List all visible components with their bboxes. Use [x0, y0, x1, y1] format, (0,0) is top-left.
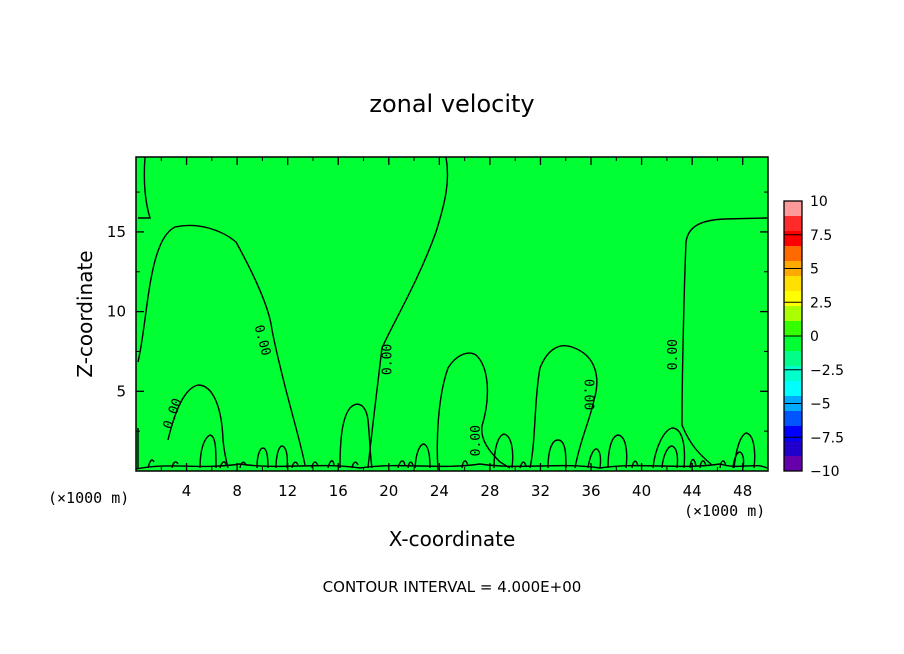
colorbar-label: −7.5 — [810, 430, 844, 446]
x-unit-label-right: (×1000 m) — [684, 502, 765, 520]
colorbar-label: 2.5 — [810, 295, 832, 311]
contour-label: 0.00 — [469, 425, 484, 456]
x-tick-label: 48 — [733, 482, 752, 500]
colorbar-label: 7.5 — [810, 228, 832, 244]
contour-line — [732, 451, 745, 469]
plot-area — [135, 156, 769, 472]
x-tick-label: 24 — [430, 482, 449, 500]
x-tick-label: 28 — [480, 482, 499, 500]
x-tick-label: 16 — [329, 482, 348, 500]
y-tick-label: 15 — [107, 223, 126, 241]
colorbar-swatch — [784, 231, 802, 247]
contour-line — [733, 432, 756, 469]
contour-line — [547, 439, 567, 469]
colorbar-swatch — [784, 216, 802, 232]
contour-line — [275, 445, 289, 469]
colorbar-label: 0 — [810, 329, 819, 345]
x-tick-label: 32 — [531, 482, 550, 500]
contour-line — [529, 345, 598, 469]
x-axis-title: X-coordinate — [389, 527, 516, 551]
contour-line — [607, 434, 628, 469]
contour-line — [256, 447, 269, 469]
colorbar-label: 10 — [810, 194, 828, 210]
y-tick-label: 10 — [107, 303, 126, 321]
colorbar-swatch — [784, 336, 802, 352]
y-tick-label: 5 — [116, 382, 126, 400]
colorbar-swatch — [784, 411, 802, 427]
contour-line — [681, 217, 768, 466]
contour-line — [167, 384, 229, 469]
colorbar-label: 5 — [810, 262, 819, 278]
contour-labels: 0.000.000.000.000.000.00 — [161, 323, 681, 456]
contour-line — [147, 458, 727, 469]
colorbar-swatch — [784, 306, 802, 322]
x-tick-label: 4 — [182, 482, 192, 500]
colorbar-swatch — [784, 456, 802, 472]
x-tick-label: 40 — [632, 482, 651, 500]
colorbar-label: −5 — [810, 397, 831, 413]
contour-label: 0.00 — [381, 344, 396, 375]
contour-line — [661, 445, 679, 469]
contour-line — [137, 224, 306, 466]
colorbar-label: −2.5 — [810, 363, 844, 379]
colorbar-swatch — [784, 246, 802, 262]
colorbar-swatch — [784, 441, 802, 457]
x-tick-label: 8 — [232, 482, 242, 500]
contour-line — [367, 156, 449, 469]
y-axis-title: Z-coordinate — [73, 250, 97, 377]
contour-label: 0.00 — [581, 379, 596, 410]
colorbar-swatch — [784, 291, 802, 307]
colorbar-swatch — [784, 276, 802, 292]
contour-label: 0.00 — [666, 339, 681, 370]
x-unit-label-left: (×1000 m) — [48, 489, 129, 507]
colorbar-swatch — [784, 381, 802, 397]
zero-contours — [135, 156, 768, 471]
contour-line — [138, 156, 151, 219]
contour-line — [339, 403, 373, 469]
colorbar: 10 7.5 5 2.5 0 −2.5 −5 −7.5 −10 — [783, 194, 844, 480]
contour-line — [587, 448, 602, 469]
contour-line — [135, 463, 768, 470]
contour-line — [436, 352, 511, 471]
x-tick-label: 20 — [379, 482, 398, 500]
contour-line — [652, 427, 686, 469]
contour-line — [414, 443, 431, 469]
colorbar-swatch — [784, 321, 802, 337]
y-axis: 5 10 15 — [107, 191, 768, 432]
contour-line — [493, 433, 514, 469]
x-tick-label: 36 — [581, 482, 600, 500]
contour-interval-footer: CONTOUR INTERVAL = 4.000E+00 — [323, 578, 582, 596]
x-tick-label: 44 — [683, 482, 702, 500]
colorbar-swatch — [784, 426, 802, 442]
chart-title: zonal velocity — [369, 90, 534, 118]
colorbar-swatch — [784, 351, 802, 367]
x-axis: 4 8 12 16 20 24 28 32 36 40 44 48 — [160, 157, 752, 500]
x-tick-label: 12 — [278, 482, 297, 500]
colorbar-swatch — [784, 366, 802, 382]
contour-line — [199, 434, 217, 469]
colorbar-swatch — [784, 201, 802, 217]
colorbar-label: −10 — [810, 464, 840, 480]
